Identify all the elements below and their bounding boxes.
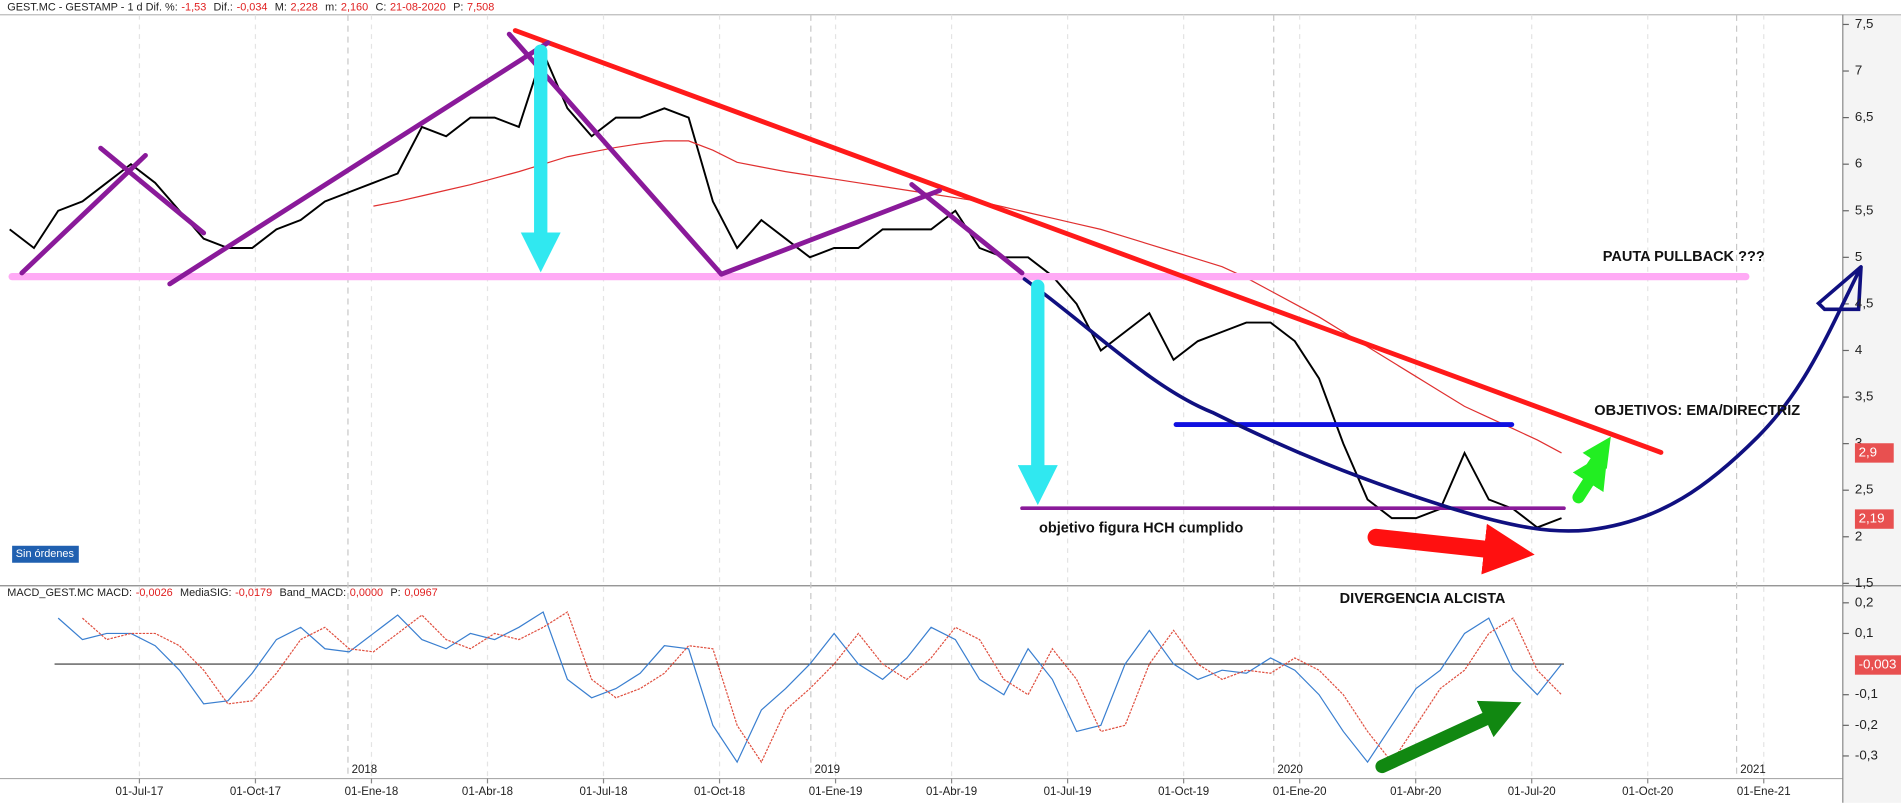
header-value: 0,0000 xyxy=(350,587,383,599)
header-value: 7,508 xyxy=(467,1,494,13)
header-label: GEST.MC - GESTAMP - 1 d Dif. %: xyxy=(7,1,178,13)
x-tick-label: 01-Jul-20 xyxy=(1508,786,1556,798)
header-value: -0,034 xyxy=(237,1,268,13)
y-tick-label: 5,5 xyxy=(1855,202,1874,217)
x-tick-label: 01-Oct-20 xyxy=(1622,786,1673,798)
year-label: 2019 xyxy=(814,764,840,776)
header-label: MediaSIG: xyxy=(180,587,232,599)
price-label: 2,9 xyxy=(1859,444,1878,459)
header-label: MACD_GEST.MC MACD: xyxy=(7,587,132,599)
header-value: -1,53 xyxy=(181,1,206,13)
x-tick-label: 01-Jul-17 xyxy=(115,786,163,798)
annotation: PAUTA PULLBACK ??? xyxy=(1603,249,1765,265)
value-label-box xyxy=(1854,655,1901,675)
axis-area xyxy=(1842,14,1901,803)
y-tick-label: 2,5 xyxy=(1855,482,1874,497)
y-tick-label: 4 xyxy=(1855,342,1863,357)
y-tick-label: 0,2 xyxy=(1855,594,1874,609)
status-box xyxy=(12,545,79,563)
y-tick-label: 3,5 xyxy=(1855,389,1874,404)
price-label-box xyxy=(1854,443,1894,463)
year-label: 2020 xyxy=(1277,764,1303,776)
header-label: m: xyxy=(325,1,337,13)
drawings xyxy=(8,28,1863,774)
header-label: C: xyxy=(375,1,386,13)
y-tick-label: 0,1 xyxy=(1855,625,1874,640)
annotation: OBJETIVOS: EMA/DIRECTRIZ xyxy=(1594,403,1800,419)
series-line xyxy=(57,611,1563,764)
header-value: 21-08-2020 xyxy=(390,1,446,13)
x-tick-label: 01-Ene-20 xyxy=(1273,786,1327,798)
series-line xyxy=(9,49,1562,529)
value-label: -0,003 xyxy=(1859,657,1897,672)
header-value: 2,228 xyxy=(291,1,318,13)
header-value: -0,0179 xyxy=(235,587,272,599)
y-tick-label: 3 xyxy=(1855,435,1862,450)
y-tick-label: -0,2 xyxy=(1855,717,1878,732)
header-label: P: xyxy=(453,1,463,13)
x-tick-label: 01-Jul-18 xyxy=(580,786,628,798)
header-label: P: xyxy=(390,587,400,599)
year-label: 2018 xyxy=(352,764,378,776)
y-tick-label: -0,1 xyxy=(1855,686,1878,701)
header-value: -0,0026 xyxy=(136,587,173,599)
x-tick-label: 01-Oct-19 xyxy=(1158,786,1209,798)
header-label: M: xyxy=(275,1,287,13)
x-tick-label: 01-Abr-19 xyxy=(926,786,977,798)
x-tick-label: 01-Abr-20 xyxy=(1390,786,1441,798)
series-line xyxy=(82,611,1562,764)
price-label: 2,19 xyxy=(1859,511,1885,526)
header-value: 2,160 xyxy=(341,1,368,13)
y-tick-label: 7,5 xyxy=(1855,16,1874,31)
header-label: Band_MACD: xyxy=(279,587,346,599)
year-label: 2021 xyxy=(1740,764,1766,776)
price-label-box xyxy=(1854,509,1894,529)
x-tick-label: 01-Oct-18 xyxy=(694,786,745,798)
annotation: DIVERGENCIA ALCISTA xyxy=(1340,591,1506,607)
grid xyxy=(54,14,1849,784)
x-tick-label: 01-Oct-17 xyxy=(230,786,281,798)
y-tick-label: 5 xyxy=(1855,249,1862,264)
x-tick-label: 01-Abr-18 xyxy=(462,786,513,798)
header-value: 0,0967 xyxy=(404,587,437,599)
y-tick-label: 6,5 xyxy=(1855,109,1874,124)
header-label: Dif.: xyxy=(214,1,233,13)
y-tick-label: 4,5 xyxy=(1855,295,1874,310)
x-tick-label: 01-Ene-18 xyxy=(345,786,399,798)
status: Sin órdenes xyxy=(16,548,75,560)
annotation: objetivo figura HCH cumplido xyxy=(1039,521,1243,537)
y-tick-label: 2 xyxy=(1855,528,1862,543)
y-tick-label: -0,3 xyxy=(1855,747,1878,762)
x-tick-label: 01-Jul-19 xyxy=(1044,786,1092,798)
x-tick-label: 01-Ene-21 xyxy=(1737,786,1791,798)
y-tick-label: 6 xyxy=(1855,156,1862,171)
x-tick-label: 01-Ene-19 xyxy=(809,786,863,798)
y-tick-label: 7 xyxy=(1855,63,1862,78)
y-tick-label: 1,5 xyxy=(1855,575,1874,590)
